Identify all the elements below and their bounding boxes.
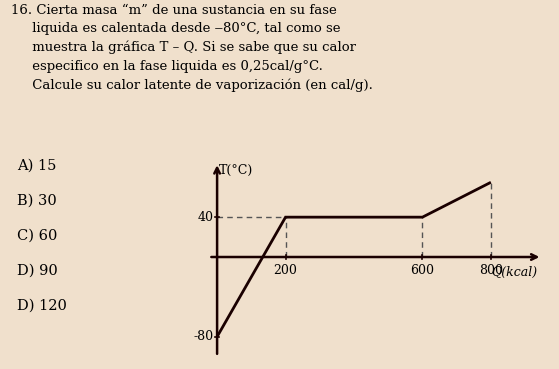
Text: -80: -80 — [193, 330, 214, 343]
Text: C) 60: C) 60 — [17, 229, 57, 243]
Text: 16. Cierta masa “m” de una sustancia en su fase
     liquida es calentada desde : 16. Cierta masa “m” de una sustancia en … — [11, 4, 373, 92]
Text: 600: 600 — [410, 264, 434, 277]
Text: 800: 800 — [479, 264, 503, 277]
Text: 40: 40 — [198, 211, 214, 224]
Text: B) 30: B) 30 — [17, 194, 56, 208]
Text: A) 15: A) 15 — [17, 159, 56, 173]
Text: D) 90: D) 90 — [17, 264, 58, 278]
Text: 200: 200 — [273, 264, 297, 277]
Text: D) 120: D) 120 — [17, 299, 67, 313]
Text: Q(kcal): Q(kcal) — [491, 266, 537, 279]
Text: T(°C): T(°C) — [219, 164, 253, 177]
